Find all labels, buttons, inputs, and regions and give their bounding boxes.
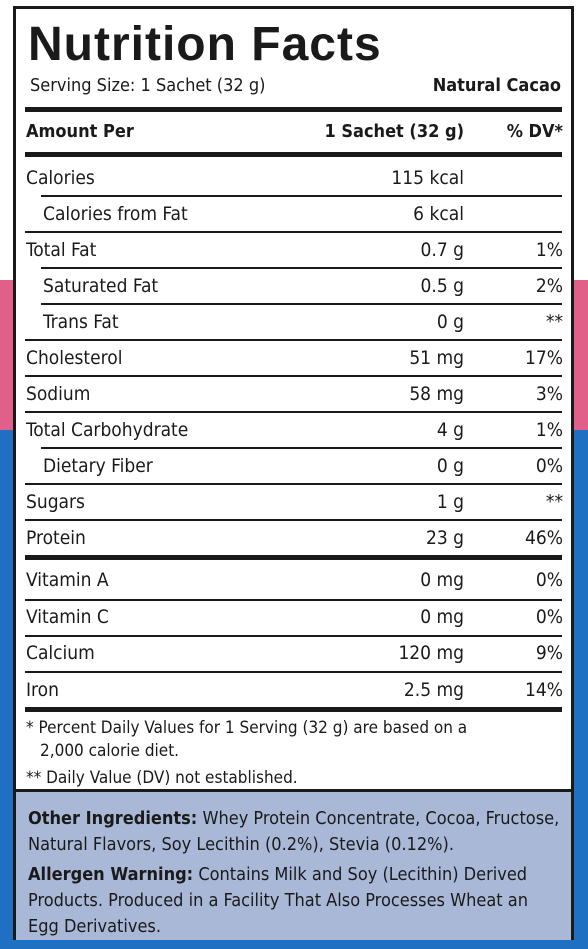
vitamin-dv: 9% xyxy=(535,642,563,664)
nutrient-row: Sugars 1 g ** xyxy=(16,485,571,519)
vitamin-row: Calcium 120 mg 9% xyxy=(16,636,571,670)
nutrient-amount: 1 g xyxy=(436,491,464,513)
nutrient-name: Dietary Fiber xyxy=(43,455,153,477)
divider-thick xyxy=(25,707,562,712)
divider-thick xyxy=(25,107,562,112)
divider xyxy=(25,375,562,377)
vitamin-amount: 120 mg xyxy=(398,642,464,664)
footnote-not-established: ** Daily Value (DV) not established. xyxy=(26,768,298,788)
nutrient-dv: 2% xyxy=(535,275,563,297)
divider xyxy=(25,599,562,601)
nutrient-name: Sodium xyxy=(26,383,91,405)
nutrient-dv: 0% xyxy=(535,455,563,477)
vitamin-row: Iron 2.5 mg 14% xyxy=(16,673,571,707)
vitamin-name: Vitamin C xyxy=(26,606,109,628)
vitamin-dv: 0% xyxy=(535,569,563,591)
nutrition-label: Nutrition Facts Serving Size: 1 Sachet (… xyxy=(13,6,574,940)
divider xyxy=(41,267,562,269)
nutrient-dv: ** xyxy=(545,311,563,333)
nutrient-amount: 0.7 g xyxy=(420,239,464,261)
flavor-name: Natural Cacao xyxy=(432,75,561,96)
nutrient-name: Sugars xyxy=(26,491,85,513)
nutrient-row: Total Carbohydrate 4 g 1% xyxy=(16,413,571,447)
nutrient-row: Sodium 58 mg 3% xyxy=(16,377,571,411)
nutrient-row: Calories from Fat 6 kcal xyxy=(16,197,571,231)
vitamin-amount: 2.5 mg xyxy=(403,679,464,701)
divider xyxy=(25,231,562,233)
header-amount-per: Amount Per xyxy=(26,121,134,142)
nutrient-row: Saturated Fat 0.5 g 2% xyxy=(16,269,571,303)
divider xyxy=(25,671,562,673)
vitamin-dv: 14% xyxy=(525,679,563,701)
vitamin-row: Vitamin C 0 mg 0% xyxy=(16,600,571,634)
nutrient-amount: 58 mg xyxy=(409,383,464,405)
other-ingredients-label: Other Ingredients: xyxy=(28,808,198,829)
label-title: Nutrition Facts xyxy=(28,18,382,71)
vitamin-name: Vitamin A xyxy=(26,569,109,591)
other-ingredients: Other Ingredients: Whey Protein Concentr… xyxy=(28,806,561,858)
nutrient-name: Calories xyxy=(26,167,95,189)
vitamin-row: Vitamin A 0 mg 0% xyxy=(16,563,571,597)
divider xyxy=(25,483,562,485)
ingredients-panel: Other Ingredients: Whey Protein Concentr… xyxy=(16,789,571,940)
divider xyxy=(41,195,562,197)
nutrient-row: Protein 23 g 46% xyxy=(16,521,571,555)
vitamin-dv: 0% xyxy=(535,606,563,628)
divider xyxy=(25,519,562,521)
nutrient-row: Cholesterol 51 mg 17% xyxy=(16,341,571,375)
footnote-dv: * Percent Daily Values for 1 Serving (32… xyxy=(26,718,468,738)
nutrient-amount: 0 g xyxy=(436,311,464,333)
header-amount-col: 1 Sachet (32 g) xyxy=(324,121,464,142)
nutrient-dv: 17% xyxy=(525,347,563,369)
allergen-warning: Allergen Warning: Contains Milk and Soy … xyxy=(28,862,561,940)
nutrient-name: Total Carbohydrate xyxy=(26,419,189,441)
nutrient-dv: 1% xyxy=(535,239,563,261)
divider-thick xyxy=(25,555,562,560)
nutrient-dv: 1% xyxy=(535,419,563,441)
divider xyxy=(25,339,562,341)
allergen-warning-text: Contains Milk and Soy (Lecithin) Derived… xyxy=(28,864,528,937)
nutrient-row: Trans Fat 0 g ** xyxy=(16,305,571,339)
nutrient-name: Protein xyxy=(26,527,86,549)
allergen-warning-label: Allergen Warning: xyxy=(28,864,194,885)
nutrient-amount: 4 g xyxy=(436,419,464,441)
nutrient-amount: 115 kcal xyxy=(391,167,464,189)
vitamin-amount: 0 mg xyxy=(420,606,464,628)
nutrient-amount: 23 g xyxy=(425,527,464,549)
nutrient-amount: 51 mg xyxy=(409,347,464,369)
nutrient-name: Cholesterol xyxy=(26,347,123,369)
vitamin-name: Calcium xyxy=(26,642,95,664)
footnote-dv-continued: 2,000 calorie diet. xyxy=(40,741,180,761)
nutrient-dv: ** xyxy=(545,491,563,513)
nutrient-name: Saturated Fat xyxy=(43,275,159,297)
divider xyxy=(25,411,562,413)
nutrient-amount: 0.5 g xyxy=(420,275,464,297)
vitamin-name: Iron xyxy=(26,679,59,701)
nutrient-name: Calories from Fat xyxy=(43,203,188,225)
nutrient-row: Calories 115 kcal xyxy=(16,161,571,195)
divider xyxy=(41,303,562,305)
nutrient-dv: 46% xyxy=(525,527,563,549)
nutrient-row: Total Fat 0.7 g 1% xyxy=(16,233,571,267)
divider xyxy=(41,447,562,449)
nutrient-amount: 0 g xyxy=(436,455,464,477)
header-dv-col: % DV* xyxy=(506,121,563,142)
other-ingredients-text: Whey Protein Concentrate, Cocoa, Fructos… xyxy=(28,808,560,855)
nutrient-dv: 3% xyxy=(535,383,563,405)
divider xyxy=(25,635,562,637)
nutrient-name: Total Fat xyxy=(26,239,97,261)
vitamin-amount: 0 mg xyxy=(420,569,464,591)
divider-thick xyxy=(25,152,562,157)
nutrient-row: Dietary Fiber 0 g 0% xyxy=(16,449,571,483)
nutrient-amount: 6 kcal xyxy=(413,203,464,225)
nutrient-name: Trans Fat xyxy=(43,311,119,333)
serving-size: Serving Size: 1 Sachet (32 g) xyxy=(30,75,266,96)
